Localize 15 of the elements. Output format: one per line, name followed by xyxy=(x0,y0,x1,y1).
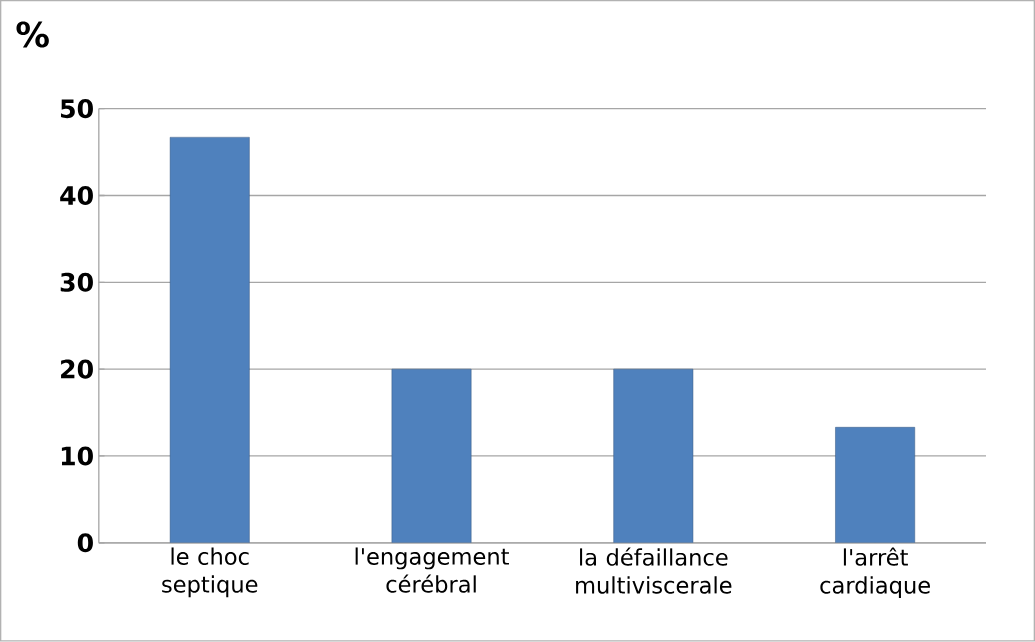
x-tick-label: l'arrêt cardiaque xyxy=(820,547,930,599)
y-tick-label: 30 xyxy=(60,272,93,293)
y-tick-label: 0 xyxy=(77,533,93,553)
x-tick-label: l'engagement cérébral xyxy=(355,547,509,593)
y-tick-label: 20 xyxy=(61,359,93,379)
x-tick-label: le choc septique xyxy=(162,547,258,598)
bar xyxy=(391,369,472,543)
y-axis-title: % xyxy=(16,21,49,48)
y-tick-label: 40 xyxy=(60,186,93,206)
bar xyxy=(169,137,250,543)
y-tick-label: 50 xyxy=(60,99,93,119)
bar xyxy=(613,369,694,543)
x-tick-label: la défaillance multiviscerale xyxy=(576,547,732,594)
bar xyxy=(835,427,916,543)
y-tick-label: 10 xyxy=(61,446,93,466)
